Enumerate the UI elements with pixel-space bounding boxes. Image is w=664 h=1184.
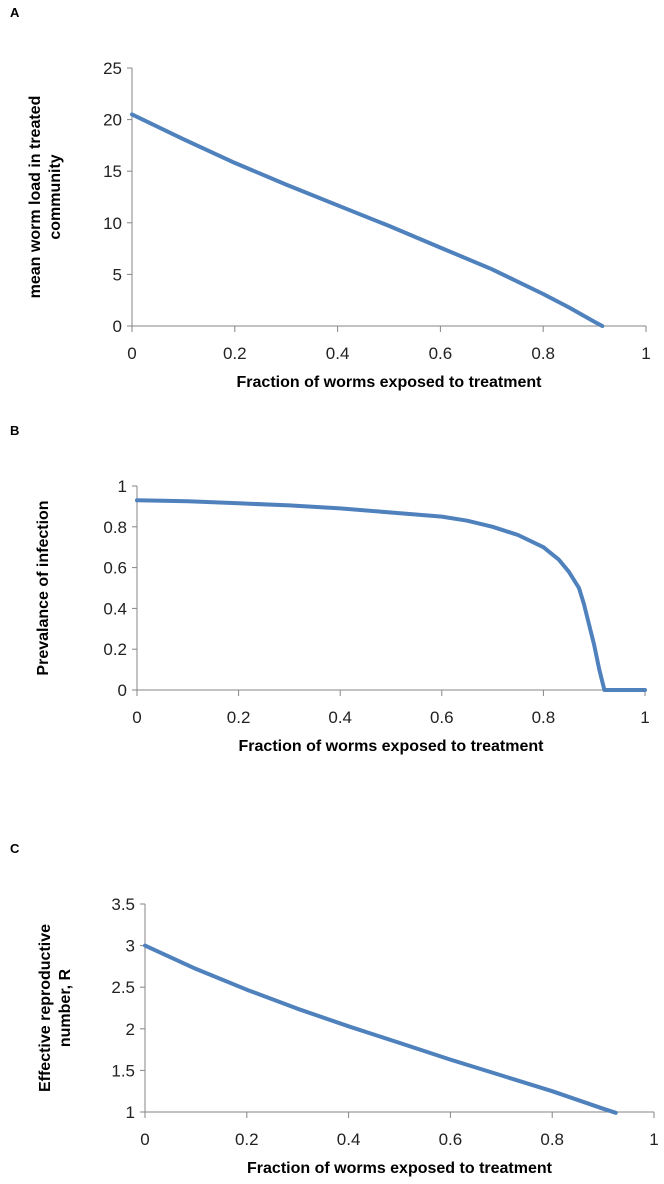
panel-b: B 0 0.2 0.4 0.6 0.8 1 0 0.2 0.4 0.6 0.8 1 Fraction of… bbox=[10, 423, 650, 755]
x-tick-label: 0.4 bbox=[328, 708, 352, 727]
x-tick-label: 0.2 bbox=[223, 344, 247, 363]
y-tick-label: 1 bbox=[126, 1103, 135, 1122]
y-axis-label: Effective reproductive bbox=[37, 924, 54, 1092]
y-tick-label: 1 bbox=[118, 477, 127, 496]
x-tick-label: 1 bbox=[641, 344, 650, 363]
y-axis-label: number, R bbox=[57, 968, 74, 1047]
x-tick-label: 0.2 bbox=[227, 708, 251, 727]
x-tick-label: 1 bbox=[649, 1130, 658, 1149]
series-line bbox=[130, 112, 605, 328]
x-axis-label: Fraction of worms exposed to treatment bbox=[239, 738, 545, 755]
y-axis-label: mean worm load in treated bbox=[27, 96, 44, 299]
x-tick-label: 0.4 bbox=[337, 1130, 361, 1149]
y-tick-label: 0 bbox=[118, 681, 127, 700]
y-tick-label: 5 bbox=[113, 265, 122, 284]
y-tick-label: 2.5 bbox=[111, 978, 135, 997]
panel-c: C 1 1.5 2 2.5 3 3.5 0 0.2 0.4 0.6 0.8 1 Fraction of w… bbox=[10, 841, 659, 1177]
x-tick-label: 0.6 bbox=[429, 344, 453, 363]
series-line bbox=[135, 498, 647, 692]
x-tick-label: 0 bbox=[140, 1130, 149, 1149]
panel-label: A bbox=[10, 5, 20, 20]
y-axis-label: community bbox=[47, 154, 64, 239]
panel-a: A 0 5 10 15 20 25 0 0.2 0.4 0.6 0.8 1 Fraction of wor… bbox=[10, 5, 651, 391]
y-tick-label: 20 bbox=[103, 111, 122, 130]
x-tick-label: 0 bbox=[132, 708, 141, 727]
panel-label: C bbox=[10, 841, 20, 856]
y-tick-label: 3 bbox=[126, 937, 135, 956]
x-tick-label: 0 bbox=[127, 344, 136, 363]
y-tick-label: 1.5 bbox=[111, 1061, 135, 1080]
x-axis-label: Fraction of worms exposed to treatment bbox=[247, 1160, 553, 1177]
y-tick-label: 0.4 bbox=[103, 599, 127, 618]
y-tick-label: 2 bbox=[126, 1020, 135, 1039]
x-tick-label: 0.6 bbox=[430, 708, 454, 727]
y-tick-label: 25 bbox=[103, 59, 122, 78]
series-line bbox=[143, 943, 618, 1115]
panel-label: B bbox=[10, 423, 19, 438]
x-tick-label: 0.6 bbox=[439, 1130, 463, 1149]
y-tick-label: 0 bbox=[113, 317, 122, 336]
x-tick-label: 0.8 bbox=[531, 344, 555, 363]
y-tick-label: 15 bbox=[103, 162, 122, 181]
y-tick-label: 0.8 bbox=[103, 518, 127, 537]
y-tick-label: 3.5 bbox=[111, 895, 135, 914]
x-tick-label: 0.2 bbox=[235, 1130, 259, 1149]
x-tick-label: 0.8 bbox=[532, 708, 556, 727]
x-tick-label: 1 bbox=[640, 708, 649, 727]
x-tick-label: 0.8 bbox=[540, 1130, 564, 1149]
y-axis-label: Prevalance of infection bbox=[35, 500, 52, 675]
x-axis-label: Fraction of worms exposed to treatment bbox=[237, 374, 543, 391]
y-tick-label: 0.2 bbox=[103, 640, 127, 659]
x-tick-label: 0.4 bbox=[326, 344, 350, 363]
y-tick-label: 0.6 bbox=[103, 559, 127, 578]
y-tick-label: 10 bbox=[103, 214, 122, 233]
